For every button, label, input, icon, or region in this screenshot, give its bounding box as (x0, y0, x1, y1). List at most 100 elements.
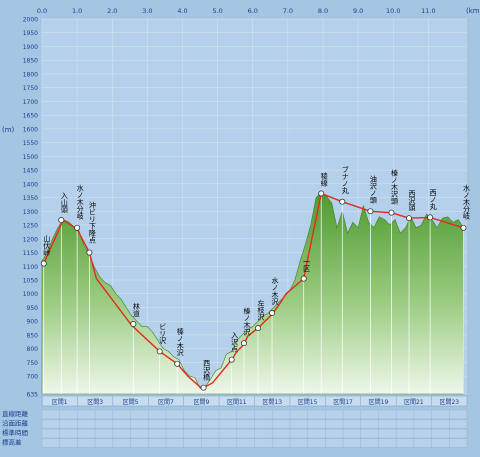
waypoint-label: ブナノ丸 (341, 165, 349, 195)
terrain-area (41, 191, 464, 395)
y-tick-label: 635 (27, 392, 39, 399)
waypoint-label: 西ノ丸 (429, 189, 437, 211)
y-tick-label: 850 (27, 332, 39, 339)
x-tick-label: 1.0 (72, 7, 82, 15)
x-tick-label: 3.0 (142, 7, 152, 15)
y-tick-label: 1300 (23, 209, 38, 216)
waypoint-markers (43, 193, 464, 394)
section-label: 区間11 (227, 399, 247, 406)
y-tick-label: 800 (27, 346, 39, 353)
waypoint-point (174, 360, 181, 367)
table-row-label: 沿面距離 (2, 419, 29, 428)
waypoint-label: 一区 (303, 258, 311, 272)
waypoint-label: 水ノ木沢 (271, 276, 279, 306)
x-tick-label: 5.0 (212, 7, 222, 15)
x-tick-label: 9.0 (353, 7, 363, 15)
section-label: 区間19 (369, 399, 389, 406)
waypoint-point (58, 217, 65, 224)
x-tick-label: 4.0 (177, 7, 187, 15)
x-tick-label: 10.0 (386, 7, 400, 15)
table-row-label: 標高差 (2, 438, 22, 447)
waypoint-label: 西沢頭 (408, 190, 416, 212)
waypoint-label: 稜線 (320, 172, 328, 187)
waypoint-point (86, 249, 93, 256)
y-tick-label: 1350 (23, 195, 38, 202)
y-unit-label: (m) (2, 126, 15, 134)
table-row-label: 標準時間 (2, 428, 28, 437)
x-tick-label: 6.0 (248, 7, 258, 15)
x-tick-label: 2.0 (107, 7, 117, 15)
waypoint-point (241, 340, 247, 347)
section-label: 区間1 (52, 399, 68, 406)
y-tick-label: 1650 (23, 113, 38, 120)
waypoint-point (300, 275, 307, 282)
waypoint-label: 油沢ノ頭 (369, 174, 377, 204)
waypoint-point (367, 208, 374, 215)
section-label: 区間7 (158, 399, 174, 406)
waypoint-label: 左枝沢 (257, 299, 265, 322)
y-tick-label: 1450 (23, 168, 38, 175)
y-tick-label: 950 (27, 305, 39, 312)
y-tick-label: 2000 (23, 17, 38, 24)
y-tick-label: 1600 (23, 126, 38, 133)
table-row-label: 直線距離 (2, 409, 29, 418)
waypoint-point (269, 310, 276, 316)
section-label: 区間23 (439, 399, 459, 406)
waypoint-label: 林道 (132, 302, 140, 318)
waypoint-point (339, 198, 346, 205)
waypoint-point (255, 325, 261, 332)
waypoint-label: 水ノ木分岐 (76, 183, 84, 220)
waypoint-points (40, 190, 467, 391)
section-label: 区間15 (298, 399, 318, 406)
section-label: 区間17 (333, 399, 353, 406)
y-tick-label: 1900 (23, 44, 38, 51)
y-tick-label: 700 (27, 374, 39, 381)
x-tick-labels: 0.0 1.0 2.0 3.0 4.0 5.0 6.0 7.0 8.0 9.0 10.0 11.0 (37, 7, 436, 15)
y-tick-label: 1000 (23, 291, 38, 298)
section-label: 区間13 (262, 399, 282, 406)
y-tick-label: 900 (27, 319, 39, 326)
waypoint-point (74, 224, 81, 231)
section-label: 区間3 (87, 399, 103, 406)
y-tick-label: 1700 (23, 99, 38, 106)
y-tick-label: 1100 (23, 264, 38, 271)
x-tick-label: 7.0 (283, 7, 293, 15)
y-tick-label: 1150 (23, 250, 38, 257)
x-unit-label: (km) (466, 7, 480, 15)
waypoint-point (130, 320, 137, 327)
section-row: 区間1 区間3 区間5 区間7 区間9 区間11 区間13 区間15 区間17 区間19 区間21 区… (41, 395, 468, 407)
x-tick-label: 8.0 (318, 7, 328, 15)
waypoint-point (406, 215, 412, 222)
waypoint-point (200, 384, 207, 391)
y-tick-label: 1800 (23, 71, 38, 78)
waypoint-point (40, 260, 47, 267)
waypoint-point (318, 190, 325, 197)
waypoint-point (228, 356, 235, 363)
x-tick-label: 11.0 (421, 7, 435, 15)
waypoint-point (156, 348, 163, 355)
waypoint-point (388, 209, 395, 216)
waypoint-label: 沖ビリ下降点 (88, 201, 96, 245)
waypoint-label: 山伏峠 (43, 234, 51, 257)
section-label: 区間9 (193, 399, 209, 406)
waypoint-label: ビリ沢 (159, 323, 167, 345)
y-tick-label: 1250 (23, 223, 38, 230)
y-tick-label: 1200 (23, 236, 38, 243)
waypoint-label: 水ノ木分岐 (462, 183, 470, 220)
waypoint-point (460, 224, 467, 231)
y-tick-label: 1050 (23, 277, 38, 284)
waypoint-point (427, 214, 434, 221)
section-label: 区間21 (404, 399, 424, 406)
y-tick-label: 1950 (23, 30, 38, 37)
y-tick-label: 1750 (23, 85, 38, 92)
y-tick-label: 1850 (23, 58, 38, 65)
section-label: 区間5 (123, 399, 139, 406)
y-tick-label: 750 (27, 360, 39, 367)
waypoint-label: 榛ノ木沢 (176, 327, 184, 357)
y-tick-labels: 2000 1950 1900 1850 1800 1750 1700 1650 1600 1550… (23, 17, 38, 399)
waypoint-label: 入山頭 (60, 192, 68, 214)
waypoint-label: 榛ノ木沢頭 (390, 168, 398, 205)
